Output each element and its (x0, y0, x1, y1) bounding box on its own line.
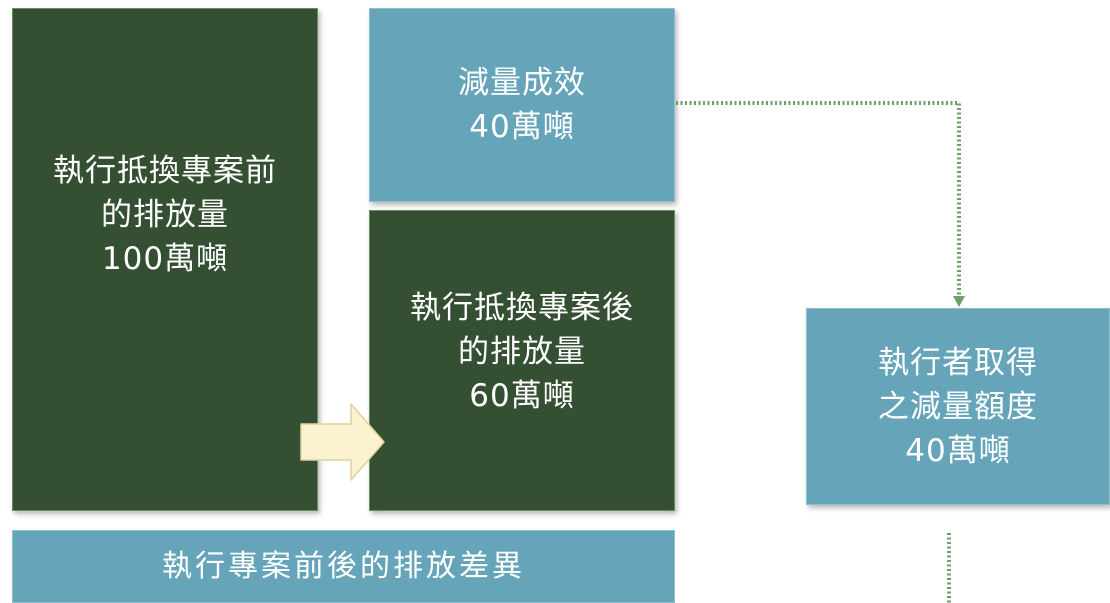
reduction-box: 減量成效 40萬噸 (369, 8, 675, 202)
before-line-1: 執行抵換專案前 (53, 152, 277, 189)
reduction-line-1: 減量成效 (458, 65, 586, 101)
after-emission-box: 執行抵換專案後 的排放量 60萬噸 (369, 210, 675, 511)
before-emission-box: 執行抵換專案前 的排放量 100萬噸 (12, 8, 318, 511)
after-amount: 60萬噸 (469, 377, 575, 414)
credits-amount: 40萬噸 (905, 432, 1011, 469)
after-line-2: 的排放量 (458, 333, 586, 370)
difference-label: 執行專案前後的排放差異 (162, 548, 525, 584)
connector-arrowhead-icon (953, 296, 965, 307)
after-line-1: 執行抵換專案後 (410, 289, 634, 326)
reduction-amount: 40萬噸 (469, 109, 575, 145)
right-arrow-icon (300, 403, 385, 481)
before-line-2: 的排放量 (101, 196, 229, 233)
credits-line-2: 之減量額度 (878, 388, 1038, 425)
credits-line-1: 執行者取得 (878, 344, 1038, 381)
difference-bar: 執行專案前後的排放差異 (12, 530, 675, 603)
before-amount: 100萬噸 (101, 240, 229, 277)
connector-reduction-to-credits (676, 101, 961, 298)
credits-box: 執行者取得 之減量額度 40萬噸 (806, 308, 1110, 505)
